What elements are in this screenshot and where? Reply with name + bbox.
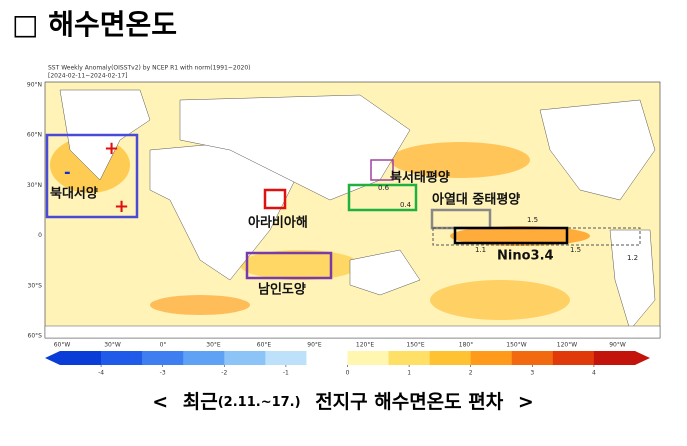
caption-part: > xyxy=(518,391,534,413)
annotation: 1.1 xyxy=(475,246,486,254)
svg-text:-: - xyxy=(64,163,71,182)
region-label: 북대서양 xyxy=(50,187,98,202)
caption-part: 최근 xyxy=(183,391,218,413)
colorbar-cell xyxy=(265,351,307,365)
region-label: 북서태평양 xyxy=(390,170,450,186)
colorbar-end xyxy=(45,351,60,365)
annotation: 1.2 xyxy=(627,254,638,262)
annotation: 1.5 xyxy=(527,216,538,224)
colorbar-cell xyxy=(511,351,554,365)
lat-label: 0 xyxy=(38,232,42,239)
colorbar-cell xyxy=(142,351,184,365)
lon-label: 30°W xyxy=(104,342,121,349)
lon-label: 90°W xyxy=(609,342,626,349)
colorbar-cell xyxy=(388,351,430,365)
page-title: □ 해수면온도 xyxy=(12,8,177,41)
lat-label: 60°S xyxy=(28,333,43,340)
colorbar-cell xyxy=(552,351,595,365)
colorbar-tick-label: 2 xyxy=(469,370,473,377)
region-label: 아라비아해 xyxy=(248,215,308,231)
caption-part: 전지구 해수면온도 편차 xyxy=(315,391,504,413)
map-period: [2024-02-11~2024-02-17] xyxy=(48,73,127,80)
caption: < 최근(2.11.~17.) 전지구 해수면온도 편차 > xyxy=(152,391,534,413)
lon-label: 0° xyxy=(160,342,167,349)
lat-label: 90°N xyxy=(27,82,42,89)
svg-text:+: + xyxy=(104,138,119,159)
lon-label: 60°W xyxy=(54,342,71,349)
svg-text:+: + xyxy=(114,196,129,217)
colorbar-cell xyxy=(183,351,225,365)
colorbar-cell xyxy=(470,351,513,365)
colorbar-cell xyxy=(593,351,636,365)
caption-part: < xyxy=(152,391,168,413)
colorbar-end xyxy=(635,351,650,365)
colorbar-cell xyxy=(306,351,348,365)
colorbar-tick-label: 4 xyxy=(592,370,596,377)
colorbar-tick-label: 0 xyxy=(346,370,350,377)
colorbar-tick-label: -3 xyxy=(160,370,166,377)
colorbar-tick-label: 3 xyxy=(530,370,534,377)
map-title: SST Weekly Anomaly(OISSTv2) by NCEP R1 w… xyxy=(48,65,251,72)
overlays: + + - xyxy=(45,133,641,280)
colorbar-tick-label: -4 xyxy=(98,370,104,377)
colorbar-tick-label: 1 xyxy=(407,370,411,377)
colorbar-cell xyxy=(429,351,472,365)
lat-label: 30°N xyxy=(27,182,42,189)
lon-label: 150°W xyxy=(506,342,526,349)
lon-label: 60°E xyxy=(257,342,272,349)
colorbar-cell xyxy=(347,351,389,365)
lat-label: 30°S xyxy=(28,282,43,289)
region-label: 아열대 중태평양 xyxy=(432,192,520,208)
annotation: 0.6 xyxy=(378,184,390,192)
lon-label: 120°E xyxy=(356,342,374,349)
region-label: Nino3.4 xyxy=(497,249,554,264)
caption-part: (2.11.~17.) xyxy=(218,395,301,410)
colorbar-tick-label: -1 xyxy=(283,370,289,377)
annotation: 0.4 xyxy=(400,201,412,209)
lon-label: 30°E xyxy=(206,342,221,349)
colorbar-cell xyxy=(224,351,266,365)
region-label: 남인도양 xyxy=(258,282,306,298)
lat-label: 60°N xyxy=(27,132,42,139)
colorbar: -4 -3 -2 -1 0 1 2 3 4 xyxy=(45,351,650,377)
annotation: 1.5 xyxy=(570,246,581,254)
lon-label: 180° xyxy=(459,342,473,349)
lon-label: 90°E xyxy=(307,342,322,349)
lon-label: 150°E xyxy=(406,342,424,349)
colorbar-tick-label: -2 xyxy=(221,370,227,377)
colorbar-cell xyxy=(60,351,102,365)
map xyxy=(44,81,661,339)
lon-label: 120°W xyxy=(557,342,577,349)
colorbar-cell xyxy=(101,351,143,365)
